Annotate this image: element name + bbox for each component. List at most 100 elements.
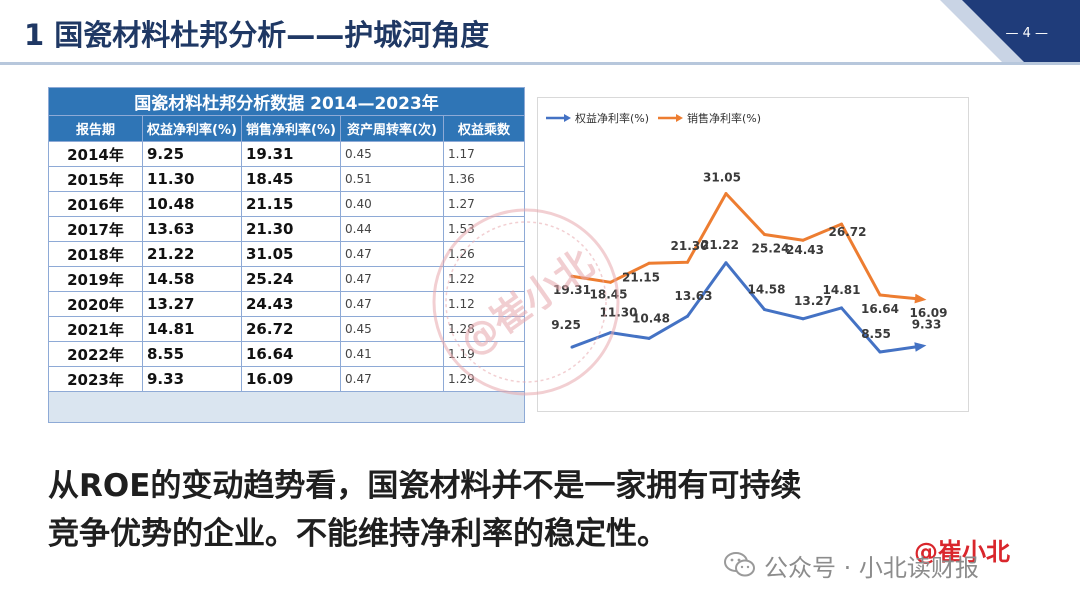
data-point — [840, 306, 843, 310]
data-label: 9.33 — [912, 318, 942, 332]
table-row: 2014年 9.25 19.31 0.45 1.17 — [48, 141, 526, 167]
table-cell: 0.51 — [340, 166, 444, 192]
table-cell: 9.25 — [142, 141, 242, 167]
table-row: 2015年 11.30 18.45 0.51 1.36 — [48, 166, 526, 192]
data-label: 19.31 — [553, 283, 591, 297]
page-title: 1 国瓷材料杜邦分析——护城河角度 — [24, 18, 490, 52]
table-cell: 14.81 — [142, 316, 242, 342]
column-header: 报告期 — [48, 115, 143, 142]
table-caption: 国瓷材料杜邦分析数据 2014—2023年 — [47, 87, 526, 116]
author-tag: @崔小北 — [914, 538, 1010, 566]
table-cell: 2016年 — [48, 191, 143, 217]
table-cell: 21.30 — [241, 216, 341, 242]
table-blank-row — [47, 391, 526, 423]
wechat-account: 公众号 · 小北读财报 — [764, 553, 979, 582]
table-cell: 24.43 — [241, 291, 341, 317]
table-cell: 2020年 — [48, 291, 143, 317]
legend-label: 权益净利率(%) — [575, 111, 649, 125]
table-cell: 0.45 — [340, 316, 444, 342]
series-line — [571, 261, 919, 354]
table-cell: 2017年 — [48, 216, 143, 242]
table-cell: 2014年 — [48, 141, 143, 167]
wechat-footer: 公众号 · 小北读财报 — [724, 548, 979, 582]
table-cell: 13.63 — [142, 216, 242, 242]
data-label: 14.81 — [823, 283, 861, 297]
table-cell: 21.22 — [142, 241, 242, 267]
data-point — [609, 280, 612, 284]
table-cell: 0.41 — [340, 341, 444, 367]
data-label: 13.63 — [675, 289, 713, 303]
data-point — [917, 297, 920, 301]
corner-decoration — [940, 0, 1080, 62]
data-label: 25.24 — [752, 242, 790, 256]
table-cell: 18.45 — [241, 166, 341, 192]
table-cell: 1.17 — [442, 141, 526, 167]
title-divider — [0, 62, 1080, 65]
watermark-stamp: @崔小北 — [432, 208, 620, 396]
table-cell: 2019年 — [48, 266, 143, 292]
table-row: 2020年 13.27 24.43 0.47 1.12 — [48, 291, 526, 317]
table-cell: 13.27 — [142, 291, 242, 317]
column-header: 权益乘数 — [442, 115, 526, 142]
data-label: 21.30 — [671, 239, 709, 253]
table-cell: 1.36 — [442, 166, 526, 192]
column-header: 权益净利率(%) — [142, 115, 242, 142]
data-point — [686, 260, 689, 264]
data-point — [570, 274, 574, 278]
table-cell: 0.47 — [340, 291, 444, 317]
table-cell: 16.09 — [241, 366, 341, 392]
table-cell: 9.33 — [142, 366, 242, 392]
conclusion-text: 从ROE的变动趋势看，国瓷材料并不是一家拥有可持续 竞争优势的企业。不能维持净利… — [48, 462, 801, 558]
table-cell: 1.12 — [442, 291, 526, 317]
data-point — [647, 336, 651, 340]
table-cell: 2022年 — [48, 341, 143, 367]
legend-item: 权益净利率(%) — [546, 111, 649, 125]
table-cell — [47, 391, 526, 423]
svg-text:@崔小北: @崔小北 — [452, 241, 602, 364]
table-cell: 21.15 — [241, 191, 341, 217]
page-number: — 4 — — [1005, 26, 1048, 41]
series-line — [571, 192, 919, 301]
table-cell: 0.40 — [340, 191, 444, 217]
table-cell: 2018年 — [48, 241, 143, 267]
conclusion-line-1: 从ROE的变动趋势看，国瓷材料并不是一家拥有可持续 — [48, 468, 802, 504]
table-cell: 1.28 — [442, 316, 526, 342]
data-label: 14.58 — [748, 283, 786, 297]
data-point — [840, 222, 843, 226]
table-cell: 8.55 — [142, 341, 242, 367]
data-point — [878, 293, 882, 297]
data-label: 9.25 — [551, 318, 581, 332]
table-cell: 2023年 — [48, 366, 143, 392]
column-header: 销售净利率(%) — [241, 115, 341, 142]
table-cell: 14.58 — [142, 266, 242, 292]
legend-label: 销售净利率(%) — [687, 111, 761, 125]
data-point — [686, 314, 689, 318]
table-cell: 25.24 — [241, 266, 341, 292]
table-cell: 0.47 — [340, 266, 444, 292]
data-point — [724, 261, 728, 265]
conclusion-line-2: 竞争优势的企业。不能维持净利率的稳定性。 — [48, 516, 668, 552]
data-point — [801, 238, 805, 242]
series-arrowhead — [914, 342, 927, 352]
data-label: 13.27 — [794, 294, 832, 308]
table-cell: 1.19 — [442, 341, 526, 367]
data-label: 31.05 — [703, 171, 741, 185]
dupont-table: 国瓷材料杜邦分析数据 2014—2023年 报告期 权益净利率(%) 销售净利率(%… — [47, 87, 526, 423]
data-label: 16.09 — [910, 306, 948, 320]
data-point — [763, 233, 766, 237]
table-cell: 16.64 — [241, 341, 341, 367]
data-point — [570, 345, 574, 349]
table-row: 2021年 14.81 26.72 0.45 1.28 — [48, 316, 526, 342]
table-cell: 11.30 — [142, 166, 242, 192]
line-chart: 权益净利率(%) 销售净利率(%) 9.25 11.30 10.48 13.63 21.22… — [537, 97, 969, 412]
wechat-icon — [724, 552, 755, 577]
data-label: 21.22 — [701, 238, 739, 252]
chart-svg: 权益净利率(%) 销售净利率(%)9.2511.3010.4813.6321.22… — [546, 111, 948, 354]
data-point — [763, 308, 766, 312]
data-point — [878, 350, 882, 354]
table-cell: 2015年 — [48, 166, 143, 192]
table-cell: 26.72 — [241, 316, 341, 342]
data-label: 16.64 — [861, 302, 899, 316]
data-label: 10.48 — [632, 311, 670, 325]
column-header: 资产周转率(次) — [340, 115, 444, 142]
